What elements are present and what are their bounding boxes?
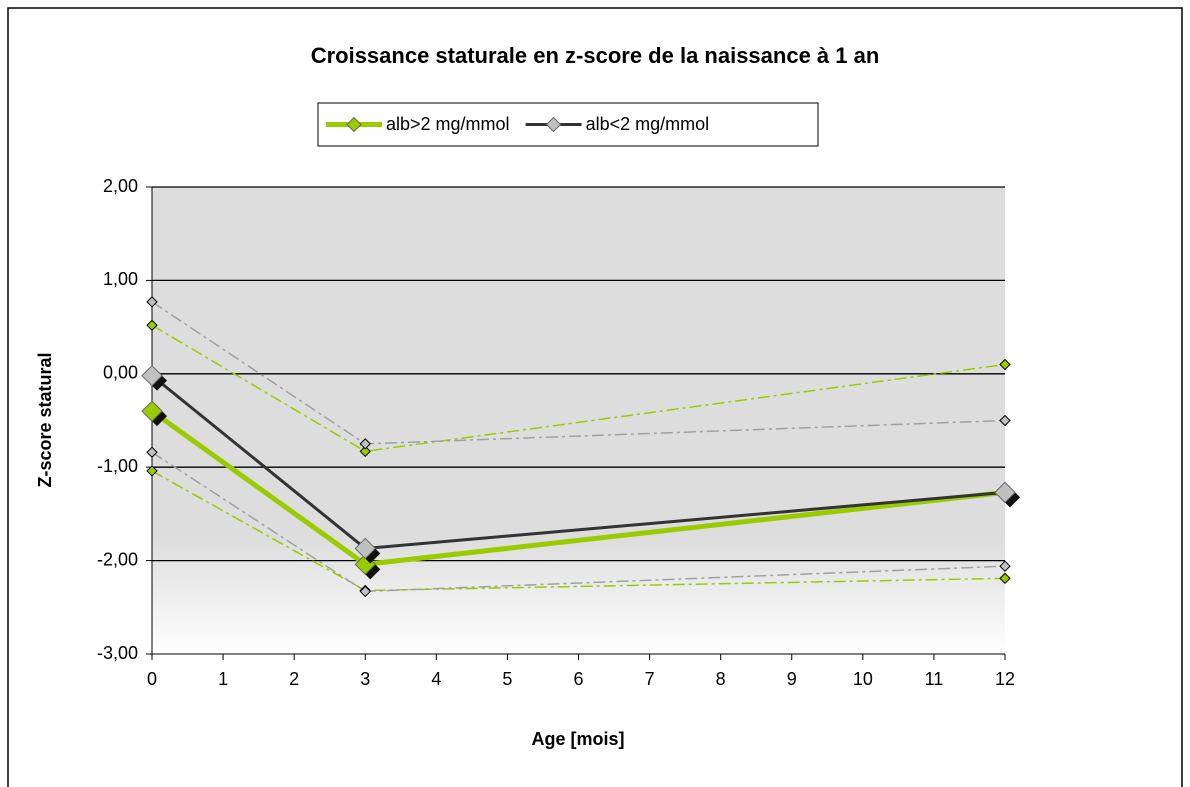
frame (7, 7, 1183, 787)
marker (146, 446, 158, 458)
marker (141, 400, 163, 422)
legend-label: alb<2 mg/mmol (586, 114, 710, 134)
x-tick-label: 11 (925, 669, 944, 689)
marker (146, 296, 158, 308)
x-tick-label: 12 (995, 669, 1015, 689)
plot-area (152, 187, 1005, 654)
x-tick-label: 1 (218, 669, 228, 689)
x-axis-label: Age [mois] (531, 729, 624, 749)
x-tick-label: 9 (787, 669, 797, 689)
x-tick-label: 3 (360, 669, 370, 689)
marker (994, 481, 1016, 504)
marker (999, 358, 1011, 371)
y-tick-label: -2,00 (97, 549, 138, 569)
x-tick-label: 7 (645, 669, 655, 689)
legend-marker (545, 116, 562, 133)
y-tick-label: 0,00 (103, 363, 138, 383)
y-tick-label: -3,00 (97, 643, 138, 663)
x-tick-label: 5 (502, 669, 512, 689)
legend-marker (346, 116, 362, 133)
x-tick-label: 8 (716, 669, 726, 689)
x-tick-label: 2 (289, 669, 299, 689)
x-tick-label: 4 (431, 669, 441, 689)
x-tick-label: 0 (147, 669, 157, 689)
marker (146, 465, 158, 477)
marker (999, 572, 1011, 585)
x-tick-label: 10 (853, 669, 873, 689)
y-tick-label: 2,00 (103, 176, 138, 196)
marker (354, 537, 376, 560)
y-tick-label: 1,00 (103, 269, 138, 289)
marker (146, 319, 158, 331)
chart-title: Croissance staturale en z-score de la na… (311, 43, 880, 68)
legend-label: alb>2 mg/mmol (386, 114, 510, 134)
series-line (151, 470, 1006, 592)
marker (359, 585, 371, 598)
y-tick-label: -1,00 (97, 456, 138, 476)
y-axis-label: Z-score statural (35, 352, 55, 487)
marker (999, 414, 1011, 427)
marker (359, 438, 371, 450)
x-tick-label: 6 (573, 669, 583, 689)
marker (999, 560, 1011, 572)
marker (141, 364, 163, 387)
marker (359, 445, 371, 458)
